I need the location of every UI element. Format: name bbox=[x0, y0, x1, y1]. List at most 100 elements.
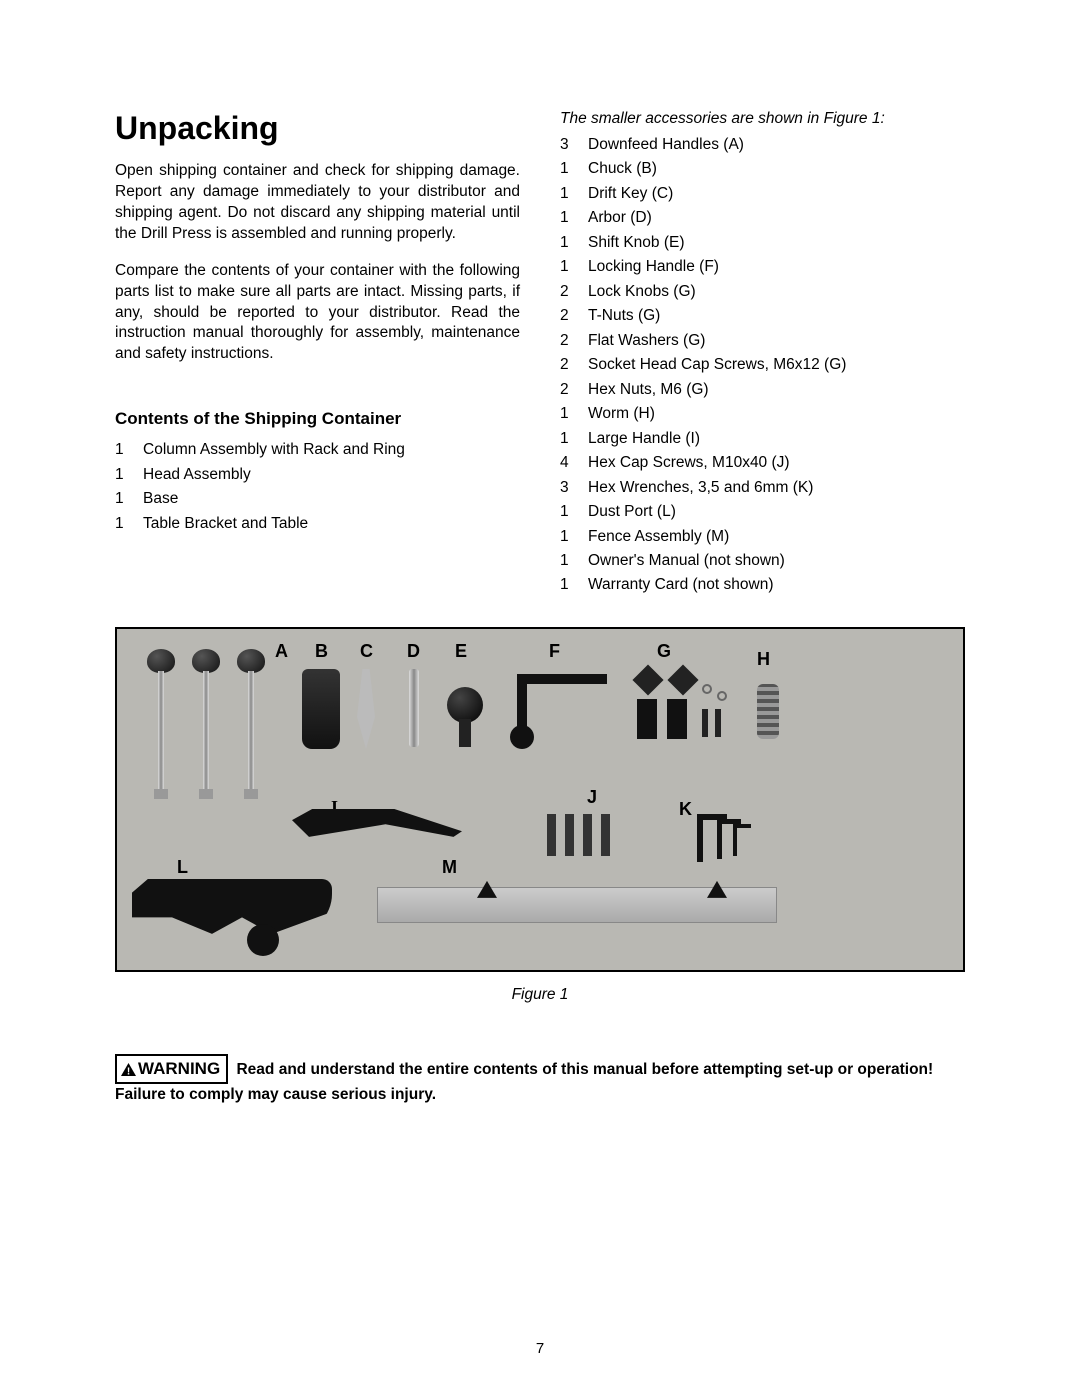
part-qty: 1 bbox=[560, 183, 588, 205]
list-item: 2Flat Washers (G) bbox=[560, 330, 965, 352]
part-silhouette bbox=[447, 687, 483, 723]
part-desc: Base bbox=[143, 488, 520, 510]
part-qty: 1 bbox=[560, 526, 588, 548]
list-item: 1Drift Key (C) bbox=[560, 183, 965, 205]
warning-text: Read and understand the entire contents … bbox=[115, 1061, 933, 1103]
list-item: 1Warranty Card (not shown) bbox=[560, 574, 965, 596]
part-qty: 1 bbox=[560, 403, 588, 425]
part-desc: Hex Wrenches, 3,5 and 6mm (K) bbox=[588, 477, 965, 499]
part-qty: 1 bbox=[560, 428, 588, 450]
part-desc: Locking Handle (F) bbox=[588, 256, 965, 278]
part-silhouette bbox=[547, 814, 556, 856]
part-silhouette bbox=[733, 824, 737, 856]
part-silhouette bbox=[247, 924, 279, 956]
accessories-intro: The smaller accessories are shown in Fig… bbox=[560, 110, 965, 128]
list-item: 2Socket Head Cap Screws, M6x12 (G) bbox=[560, 354, 965, 376]
list-item: 1Dust Port (L) bbox=[560, 501, 965, 523]
list-item: 1Fence Assembly (M) bbox=[560, 526, 965, 548]
svg-text:!: ! bbox=[127, 1066, 130, 1076]
part-silhouette bbox=[702, 709, 708, 737]
part-silhouette bbox=[409, 669, 419, 747]
part-desc: Large Handle (I) bbox=[588, 428, 965, 450]
list-item: 1Table Bracket and Table bbox=[115, 513, 520, 535]
part-qty: 1 bbox=[115, 513, 143, 535]
part-silhouette bbox=[565, 814, 574, 856]
list-item: 1Worm (H) bbox=[560, 403, 965, 425]
part-desc: Chuck (B) bbox=[588, 158, 965, 180]
part-silhouette bbox=[292, 809, 462, 837]
part-silhouette bbox=[717, 819, 722, 859]
part-silhouette bbox=[667, 699, 687, 739]
part-desc: Flat Washers (G) bbox=[588, 330, 965, 352]
part-desc: Warranty Card (not shown) bbox=[588, 574, 965, 596]
page-title: Unpacking bbox=[115, 110, 520, 147]
figure-label: F bbox=[549, 641, 560, 662]
intro-paragraph-2: Compare the contents of your container w… bbox=[115, 261, 520, 366]
page-number: 7 bbox=[0, 1340, 1080, 1357]
part-silhouette bbox=[510, 725, 534, 749]
figure-label: A bbox=[275, 641, 288, 662]
part-desc: Worm (H) bbox=[588, 403, 965, 425]
figure-caption: Figure 1 bbox=[115, 986, 965, 1004]
part-qty: 2 bbox=[560, 305, 588, 327]
list-item: 2Lock Knobs (G) bbox=[560, 281, 965, 303]
part-silhouette bbox=[583, 814, 592, 856]
part-qty: 1 bbox=[560, 158, 588, 180]
part-silhouette bbox=[697, 814, 703, 862]
list-item: 1Large Handle (I) bbox=[560, 428, 965, 450]
part-desc: Hex Cap Screws, M10x40 (J) bbox=[588, 452, 965, 474]
contents-subheading: Contents of the Shipping Container bbox=[115, 409, 520, 429]
part-silhouette bbox=[717, 691, 727, 701]
part-qty: 2 bbox=[560, 354, 588, 376]
part-desc: Lock Knobs (G) bbox=[588, 281, 965, 303]
part-silhouette bbox=[637, 699, 657, 739]
accessories-list: 3Downfeed Handles (A) 1Chuck (B) 1Drift … bbox=[560, 134, 965, 597]
list-item: 4Hex Cap Screws, M10x40 (J) bbox=[560, 452, 965, 474]
figure-label: K bbox=[679, 799, 692, 820]
part-desc: Shift Knob (E) bbox=[588, 232, 965, 254]
list-item: 2Hex Nuts, M6 (G) bbox=[560, 379, 965, 401]
part-silhouette bbox=[733, 824, 751, 828]
part-qty: 1 bbox=[560, 207, 588, 229]
list-item: 1Column Assembly with Rack and Ring bbox=[115, 439, 520, 461]
main-parts-list: 1Column Assembly with Rack and Ring 1Hea… bbox=[115, 439, 520, 535]
list-item: 1Shift Knob (E) bbox=[560, 232, 965, 254]
part-desc: Column Assembly with Rack and Ring bbox=[143, 439, 520, 461]
part-qty: 1 bbox=[560, 550, 588, 572]
part-qty: 2 bbox=[560, 379, 588, 401]
list-item: 1Locking Handle (F) bbox=[560, 256, 965, 278]
list-item: 2T-Nuts (G) bbox=[560, 305, 965, 327]
part-silhouette bbox=[357, 669, 375, 749]
part-desc: Downfeed Handles (A) bbox=[588, 134, 965, 156]
part-silhouette bbox=[459, 719, 471, 747]
list-item: 1Chuck (B) bbox=[560, 158, 965, 180]
part-qty: 4 bbox=[560, 452, 588, 474]
part-silhouette bbox=[517, 674, 527, 729]
part-silhouette bbox=[715, 709, 721, 737]
part-silhouette bbox=[757, 684, 779, 739]
part-silhouette bbox=[702, 684, 712, 694]
list-item: 1Arbor (D) bbox=[560, 207, 965, 229]
figure-1-box: A B C D E F G H I J K L M bbox=[115, 627, 965, 972]
figure-label: G bbox=[657, 641, 671, 662]
part-desc: Head Assembly bbox=[143, 464, 520, 486]
part-silhouette bbox=[632, 664, 663, 695]
part-qty: 1 bbox=[560, 256, 588, 278]
right-column: The smaller accessories are shown in Fig… bbox=[560, 110, 965, 599]
part-qty: 1 bbox=[560, 574, 588, 596]
part-desc: Hex Nuts, M6 (G) bbox=[588, 379, 965, 401]
part-silhouette bbox=[302, 669, 340, 749]
warning-block: !WARNING Read and understand the entire … bbox=[115, 1054, 965, 1105]
part-silhouette bbox=[667, 664, 698, 695]
part-desc: Dust Port (L) bbox=[588, 501, 965, 523]
figure-label: B bbox=[315, 641, 328, 662]
part-desc: Owner's Manual (not shown) bbox=[588, 550, 965, 572]
figure-label: C bbox=[360, 641, 373, 662]
part-desc: Fence Assembly (M) bbox=[588, 526, 965, 548]
list-item: 3Downfeed Handles (A) bbox=[560, 134, 965, 156]
list-item: 1Owner's Manual (not shown) bbox=[560, 550, 965, 572]
part-desc: Table Bracket and Table bbox=[143, 513, 520, 535]
figure-label: J bbox=[587, 787, 597, 808]
figure-label: E bbox=[455, 641, 467, 662]
part-qty: 1 bbox=[115, 488, 143, 510]
